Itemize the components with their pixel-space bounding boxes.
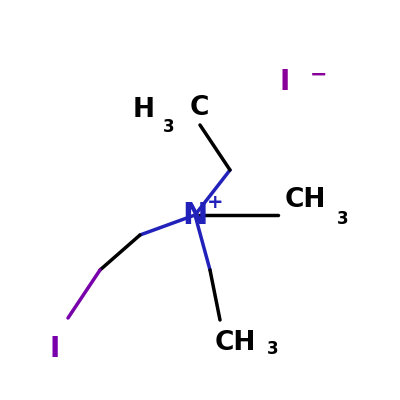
Text: CH: CH (215, 330, 256, 356)
Text: I: I (50, 335, 60, 363)
Text: 3: 3 (267, 340, 279, 358)
Text: H: H (133, 97, 155, 123)
Text: −: − (310, 65, 328, 85)
Text: CH: CH (285, 187, 326, 213)
Text: 3: 3 (163, 118, 175, 136)
Text: 3: 3 (337, 210, 349, 228)
Text: +: + (207, 194, 223, 212)
Text: I: I (280, 68, 290, 96)
Text: N: N (182, 200, 208, 230)
Text: C: C (190, 95, 209, 121)
